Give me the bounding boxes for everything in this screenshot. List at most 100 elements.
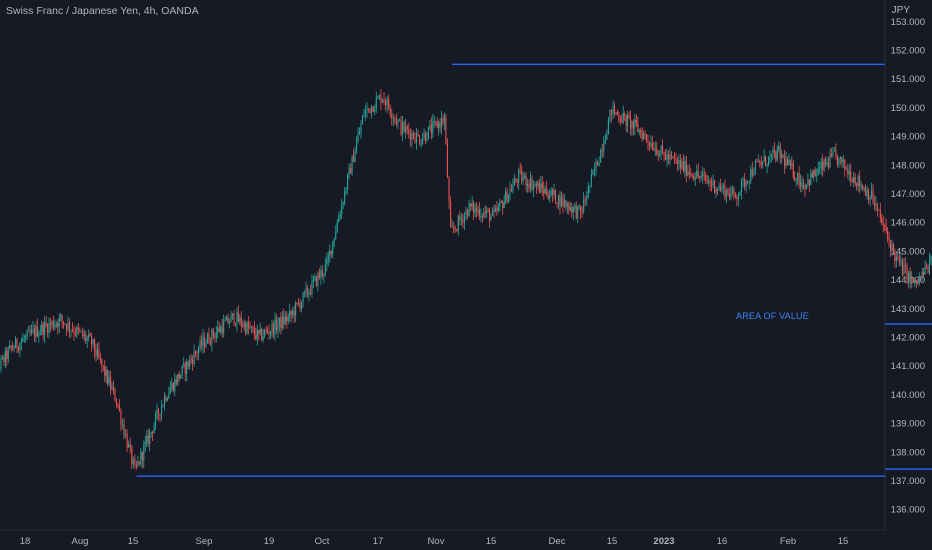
candle-body (829, 153, 831, 168)
candle-body (563, 200, 565, 206)
candle-body (823, 159, 825, 171)
candle-body (104, 366, 106, 377)
candle-body (546, 188, 548, 196)
candle-body (552, 189, 554, 196)
candle-body (684, 160, 686, 172)
candle-body (719, 186, 722, 191)
candle-body (14, 339, 17, 349)
candle-body (610, 109, 613, 115)
candle-body (581, 212, 583, 213)
candle-body (400, 119, 402, 135)
candle-body (930, 256, 932, 261)
candle-body (470, 203, 472, 207)
candle-body (489, 210, 491, 221)
candle-body (435, 121, 437, 123)
candle-body (442, 118, 444, 123)
candle-body (571, 207, 573, 213)
candle-body (184, 363, 186, 374)
candle-body (872, 190, 874, 203)
candle-body (95, 351, 97, 356)
candle-body (265, 330, 267, 331)
candle-body (792, 163, 794, 178)
candle-body (519, 169, 521, 171)
candle-body (395, 118, 397, 124)
candle-body (800, 181, 802, 186)
candle-body (904, 264, 907, 267)
candle-body (507, 194, 510, 203)
candle-body (385, 101, 387, 106)
candle-body (16, 339, 18, 348)
candle-body (681, 161, 683, 169)
candle-body (198, 349, 200, 354)
candle-body (911, 277, 913, 282)
candle-body (908, 271, 910, 282)
candle-body (372, 106, 374, 112)
candle-body (308, 292, 310, 295)
candle-body (632, 121, 634, 128)
candle-body (891, 244, 893, 252)
candle-body (427, 126, 429, 140)
candle-body (54, 325, 56, 328)
candle-body (280, 317, 282, 329)
candle-body (6, 350, 8, 360)
candle-body (727, 189, 729, 194)
candle-body (344, 190, 346, 203)
candle-body (135, 465, 137, 466)
candle-body (862, 185, 864, 190)
candle-body (229, 322, 231, 324)
candle-body (163, 396, 165, 406)
candle-body (267, 330, 269, 333)
candle-body (371, 106, 373, 113)
candle-body (52, 321, 54, 328)
candle-body (88, 334, 90, 339)
candle-body (33, 329, 36, 337)
candle-body (253, 328, 255, 335)
candle-body (383, 99, 385, 102)
candle-body (49, 323, 52, 325)
candle-body (667, 154, 670, 160)
candle-body (760, 163, 762, 166)
candle-body (499, 201, 501, 207)
candle-body (125, 434, 127, 436)
candle-body (180, 374, 182, 379)
candle-body (664, 155, 667, 160)
candle-body (38, 333, 40, 337)
candle-body (775, 152, 777, 161)
candle-body (156, 409, 158, 415)
candle-body (578, 205, 580, 207)
candle-body (102, 365, 104, 367)
candle-body (493, 209, 495, 212)
candle-body (141, 452, 143, 461)
candle-body (451, 227, 453, 228)
candle-body (218, 327, 220, 332)
candle-body (854, 177, 856, 184)
candle-body (688, 171, 690, 174)
candle-body (753, 172, 755, 176)
candle-body (105, 370, 107, 377)
candle-body (338, 218, 340, 223)
candle-body (318, 273, 320, 278)
candle-body (438, 122, 440, 129)
candle-body (429, 125, 431, 127)
candle-body (397, 120, 399, 124)
candle-body (612, 106, 614, 115)
candle-body (17, 347, 19, 351)
candle-body (763, 156, 765, 162)
candle-body (625, 114, 627, 126)
candle-body (484, 212, 486, 214)
candle-body (412, 133, 414, 139)
candle-body (324, 264, 326, 274)
candle-body (409, 132, 411, 141)
candle-body (169, 388, 171, 394)
candle-body (224, 320, 226, 322)
candle-body (79, 329, 81, 332)
candle-body (923, 271, 925, 275)
candle-body (547, 195, 549, 199)
candle-body (398, 119, 401, 121)
y-tick-label: 147.000 (891, 189, 925, 200)
candle-body (770, 153, 772, 156)
candle-body (190, 359, 192, 361)
candle-body (411, 133, 413, 141)
candle-body (159, 414, 161, 416)
